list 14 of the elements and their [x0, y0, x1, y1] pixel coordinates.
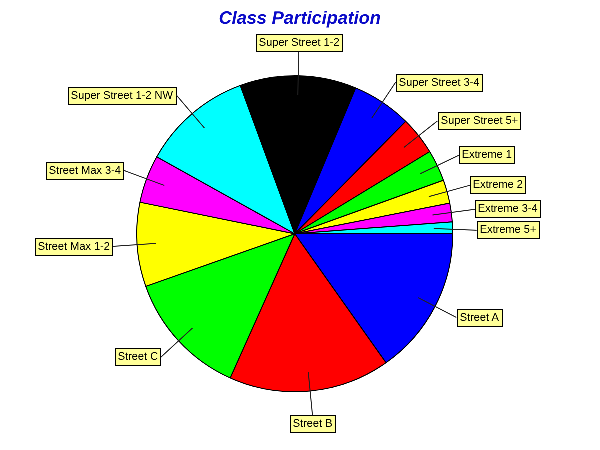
- slice-label: Extreme 1: [462, 149, 512, 161]
- slice-label: Super Street 1-2 NW: [71, 90, 174, 102]
- slice-label: Extreme 2: [473, 179, 524, 191]
- slice-label: Street Max 3-4: [49, 165, 122, 177]
- slice-label: Super Street 5+: [441, 115, 518, 127]
- slice-label: Street A: [460, 312, 500, 324]
- slice-label: Super Street 3-4: [399, 77, 480, 89]
- chart-title: Class Participation: [218, 8, 382, 28]
- slice-label: Super Street 1-2: [259, 37, 340, 49]
- slice-label: Street B: [293, 418, 333, 430]
- slice-label: Extreme 5+: [480, 224, 537, 236]
- slice-label: Street C: [118, 351, 158, 363]
- slice-label: Extreme 3-4: [478, 203, 538, 215]
- slice-label: Street Max 1-2: [38, 241, 110, 253]
